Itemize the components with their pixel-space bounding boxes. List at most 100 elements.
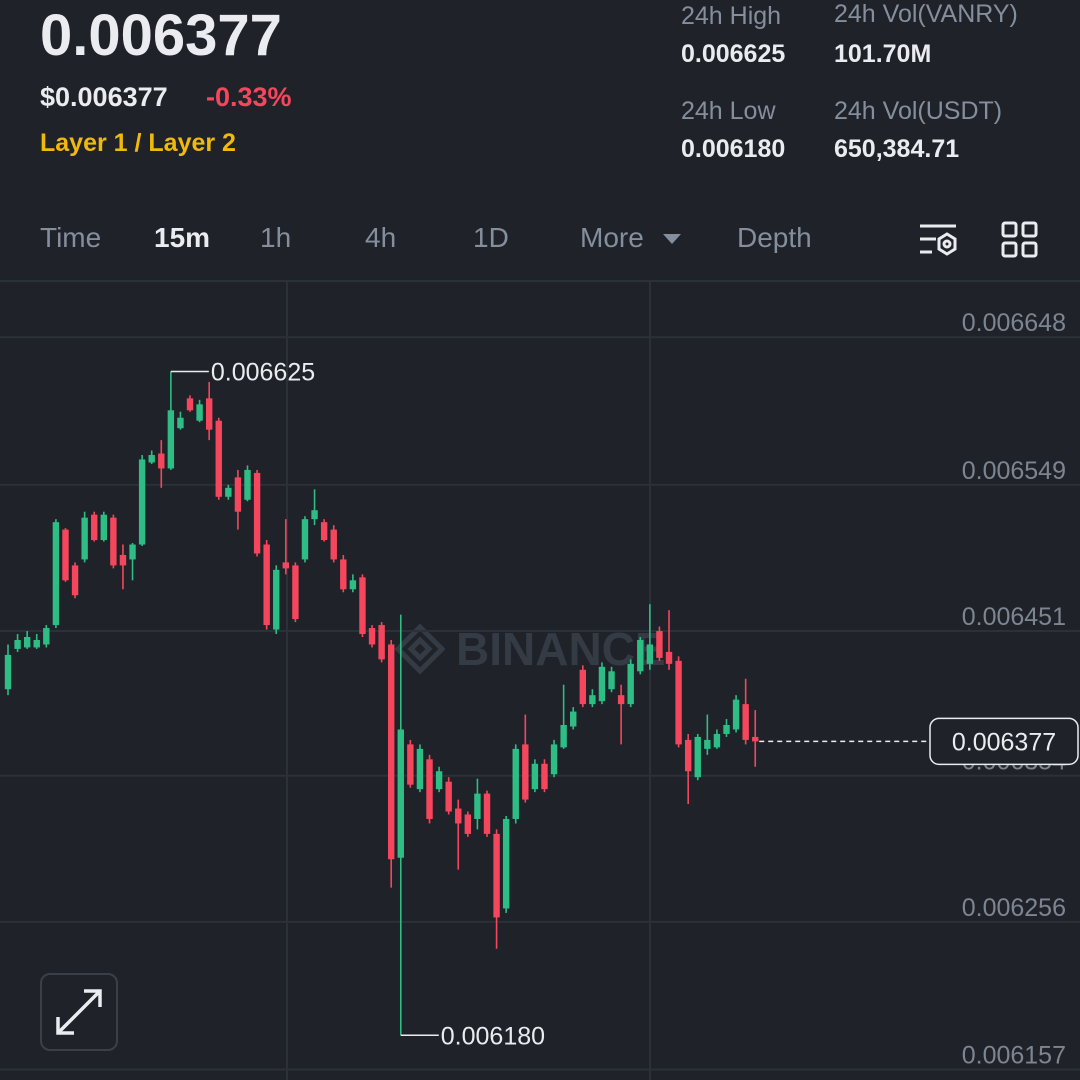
price-usd: $0.006377	[40, 82, 168, 112]
candle-body	[742, 704, 749, 740]
candle-body	[570, 711, 577, 727]
stat-label: 24h Low	[681, 97, 776, 125]
y-tick-label: 0.006648	[962, 309, 1066, 337]
candle-body	[129, 544, 136, 560]
candle-body	[627, 663, 634, 705]
candle-body	[608, 671, 615, 690]
candle-body	[732, 699, 740, 730]
stat-value: 101.70M	[834, 40, 932, 68]
tab[interactable]: More	[580, 222, 644, 253]
high-label: 0.006625	[211, 358, 315, 386]
candle-body	[493, 833, 500, 918]
candle-body	[196, 404, 203, 421]
layout-icon[interactable]	[1001, 221, 1039, 259]
candle-body	[397, 729, 404, 858]
tab[interactable]: 1h	[260, 222, 292, 253]
expand-button[interactable]	[40, 973, 118, 1051]
candle-body	[426, 759, 433, 819]
candle-body	[311, 510, 318, 520]
candle-body	[62, 529, 69, 581]
candle-body	[407, 744, 414, 785]
last-price-label: 0.006377	[952, 728, 1056, 756]
expand-icon	[56, 989, 102, 1035]
separator	[0, 280, 1080, 282]
stat-value: 650,384.71	[834, 135, 960, 163]
candle-body	[253, 472, 261, 554]
candle-body	[675, 660, 682, 745]
candle-body	[119, 554, 127, 566]
y-tick-label: 0.006256	[962, 894, 1066, 922]
candle-body	[589, 695, 596, 705]
candle-body	[464, 814, 472, 834]
low-label: 0.006180	[441, 1022, 545, 1050]
category-tag[interactable]: Layer 1 / Layer 2	[40, 129, 236, 157]
candle-body	[359, 577, 366, 635]
candle-body	[81, 517, 88, 560]
candle-body	[320, 522, 328, 541]
stat-label: 24h Vol(USDT)	[834, 97, 1003, 125]
stat-value: 0.006625	[681, 40, 786, 68]
tab[interactable]: 4h	[365, 222, 397, 253]
candle-body	[244, 469, 251, 500]
candle-body	[14, 639, 21, 649]
candle-body	[234, 477, 242, 512]
candle-body	[368, 628, 376, 645]
candle-body	[177, 417, 184, 429]
price-change: -0.33%	[206, 82, 292, 112]
candle-body	[263, 544, 270, 626]
candle-body	[330, 529, 337, 560]
candle-body	[550, 744, 558, 775]
candle-body	[33, 639, 40, 648]
y-tick-label: 0.006451	[962, 603, 1066, 631]
candle-body	[512, 748, 519, 819]
tab[interactable]: 15m	[154, 222, 211, 253]
candle-body	[560, 725, 567, 748]
candle-body	[158, 453, 165, 469]
candle-body	[752, 736, 759, 742]
y-tick-label: 0.006157	[962, 1042, 1066, 1070]
candle-body	[282, 562, 290, 569]
candle-body	[435, 771, 443, 790]
candle-body	[378, 625, 385, 660]
candle-body	[301, 519, 309, 560]
candle-body	[225, 487, 232, 497]
candle-body	[598, 666, 606, 702]
tab[interactable]: 1D	[473, 222, 509, 253]
candle-body	[522, 744, 529, 800]
candle-body	[100, 514, 107, 541]
candle-body	[186, 398, 194, 411]
candle-body	[273, 569, 280, 630]
candle-body	[215, 420, 222, 497]
candle-body	[4, 654, 12, 690]
candle-body	[23, 636, 31, 648]
watermark-logo	[394, 623, 446, 675]
tab[interactable]: Time	[40, 222, 102, 253]
candle-body	[455, 808, 462, 824]
candle-body	[579, 669, 586, 705]
candle-body	[723, 725, 730, 734]
candle-body	[541, 763, 548, 790]
candle-body	[167, 410, 175, 469]
candle-body	[637, 639, 644, 672]
candle-body	[110, 517, 117, 566]
candle-body	[148, 455, 155, 463]
candlestick-chart: BINANCE 0.0066480.0065490.0064510.006354…	[0, 282, 1080, 1080]
candle-body	[388, 644, 395, 860]
candle-body	[704, 739, 711, 749]
candle-body	[617, 695, 625, 705]
candle-body	[531, 763, 539, 790]
candle-body	[445, 781, 452, 812]
tab[interactable]: Depth	[737, 222, 812, 253]
candle-body	[474, 793, 481, 819]
settings-icon[interactable]	[918, 222, 960, 260]
candle-body	[665, 651, 673, 664]
candle-body	[292, 565, 299, 620]
candle-body	[656, 631, 663, 658]
candle-body	[713, 733, 721, 748]
candle-body	[205, 398, 213, 430]
candle-body	[646, 644, 654, 664]
stat-value: 0.006180	[681, 135, 786, 163]
stat-label: 24h Vol(VANRY)	[834, 0, 1018, 28]
candle-body	[340, 559, 347, 590]
